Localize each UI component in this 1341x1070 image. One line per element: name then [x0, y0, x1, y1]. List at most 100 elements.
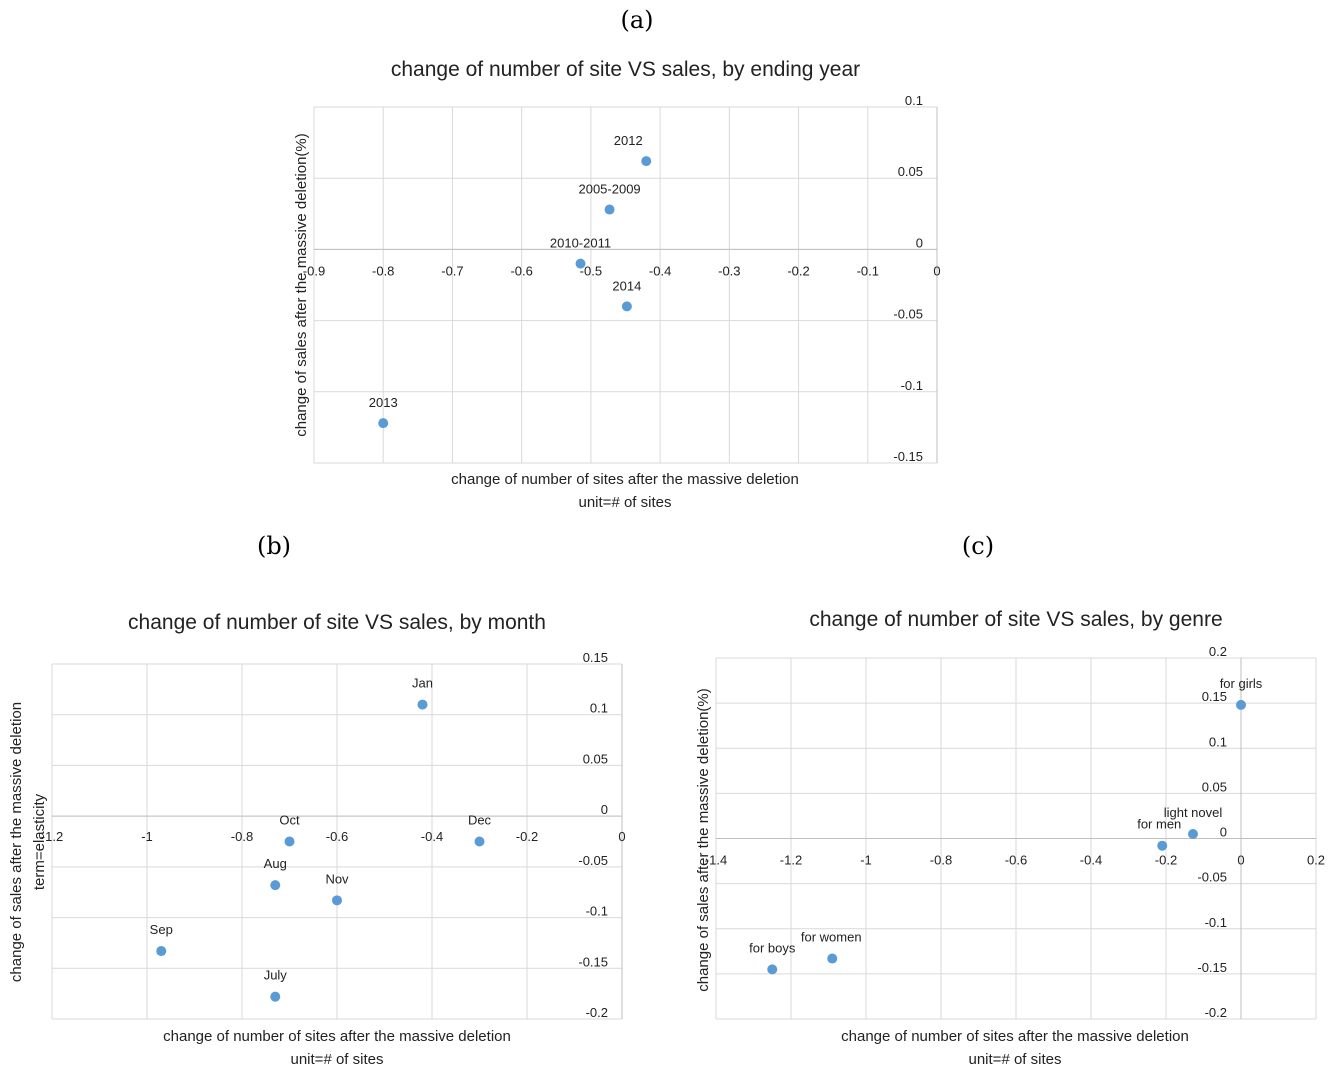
- chart-by-month-xlabel-1: unit=# of sites: [291, 1051, 384, 1068]
- chart-ending-year-point-label-1: 2005-2009: [578, 182, 640, 197]
- chart-by-month-point-1: [474, 836, 485, 847]
- chart-by-genre-xlabel-0: change of number of sites after the mass…: [841, 1028, 1189, 1045]
- chart-ending-year-point-label-0: 2012: [614, 133, 643, 148]
- chart-by-genre-point-3: [827, 953, 838, 964]
- chart-by-month-point-6: [270, 991, 281, 1002]
- chart-by-month-ytick-label-1: 0.1: [590, 701, 608, 716]
- chart-by-month-xtick-label-0: -1.2: [41, 829, 63, 844]
- chart-ending-year-xlabel-1: unit=# of sites: [579, 494, 672, 511]
- chart-ending-year-xtick-label-8: -0.1: [857, 263, 879, 278]
- panel-label-c: (c): [961, 532, 995, 560]
- chart-by-genre-xtick-label-6: -0.2: [1155, 853, 1177, 868]
- chart-ending-year-ytick-label-4: -0.1: [901, 378, 923, 393]
- chart-by-genre-point-label-0: for girls: [1220, 676, 1263, 691]
- chart-by-genre-point-2: [1157, 840, 1168, 851]
- chart-by-genre-xtick-label-1: -1.2: [780, 853, 802, 868]
- chart-by-genre-ytick-label-6: -0.1: [1205, 915, 1227, 930]
- chart-ending-year-xtick-label-4: -0.5: [580, 263, 602, 278]
- chart-ending-year-point-4: [378, 418, 389, 429]
- chart-by-genre-ytick-label-5: -0.05: [1197, 870, 1227, 885]
- chart-by-month-point-label-1: Dec: [468, 813, 492, 828]
- chart-by-month-ytick-label-0: 0.15: [583, 650, 608, 665]
- chart-by-month-xtick-label-3: -0.6: [326, 829, 348, 844]
- chart-by-genre-xtick-label-5: -0.4: [1080, 853, 1102, 868]
- chart-by-month-point-label-6: July: [264, 968, 288, 983]
- chart-ending-year-ytick-label-3: -0.05: [893, 307, 923, 322]
- chart-by-month-ytick-label-4: -0.05: [578, 853, 608, 868]
- chart-by-month-ytick-label-5: -0.1: [586, 904, 608, 919]
- chart-ending-year-point-0: [641, 156, 652, 167]
- chart-by-month-title: change of number of site VS sales, by mo…: [128, 611, 546, 634]
- chart-by-genre-ytick-label-2: 0.1: [1209, 734, 1227, 749]
- chart-by-genre-ytick-label-7: -0.15: [1197, 960, 1227, 975]
- chart-by-month-xtick-label-4: -0.4: [421, 829, 443, 844]
- chart-by-month-xlabel-0: change of number of sites after the mass…: [163, 1028, 511, 1045]
- chart-by-month-ylabel-0: change of sales after the massive deleti…: [8, 702, 25, 982]
- chart-by-month-xtick-label-6: 0: [618, 829, 625, 844]
- chart-ending-year-xtick-label-0: -0.9: [303, 263, 325, 278]
- chart-ending-year-xtick-label-3: -0.6: [510, 263, 532, 278]
- chart-ending-year-ytick-label-0: 0.1: [905, 93, 923, 108]
- chart-by-month-xtick-label-1: -1: [141, 829, 153, 844]
- chart-ending-year-ytick-label-5: -0.15: [893, 449, 923, 464]
- chart-by-genre-ytick-label-0: 0.2: [1209, 644, 1227, 659]
- chart-by-genre-ylabel-0: change of sales after the massive deleti…: [695, 688, 712, 992]
- chart-by-month-point-0: [417, 699, 428, 710]
- chart-ending-year-point-3: [621, 301, 632, 312]
- chart-by-genre-point-0: [1236, 699, 1246, 710]
- chart-by-month-ytick-label-2: 0.05: [583, 751, 608, 766]
- chart-by-genre-title: change of number of site VS sales, by ge…: [809, 608, 1222, 631]
- chart-by-genre-xtick-label-7: 0: [1237, 853, 1244, 868]
- panel-label-b: (b): [256, 532, 292, 560]
- chart-by-month-point-label-5: Sep: [150, 922, 173, 937]
- chart-ending-year-xlabel-0: change of number of sites after the mass…: [451, 471, 799, 488]
- chart-by-month-ytick-label-3: 0: [601, 802, 608, 817]
- chart-by-month-point-2: [284, 836, 295, 847]
- chart-ending-year-xtick-label-7: -0.2: [787, 263, 809, 278]
- chart-by-genre-point-1: [1188, 828, 1198, 839]
- chart-ending-year-point-label-2: 2010-2011: [550, 236, 611, 251]
- chart-by-genre-ytick-label-8: -0.2: [1205, 1005, 1227, 1020]
- chart-by-genre-xtick-label-8: 0.2: [1307, 853, 1325, 868]
- chart-by-genre-ytick-label-1: 0.15: [1202, 689, 1227, 704]
- chart-by-genre-xlabel-1: unit=# of sites: [969, 1051, 1062, 1068]
- chart-ending-year-ytick-label-1: 0.05: [898, 164, 923, 179]
- chart-by-month-point-label-2: Oct: [279, 813, 300, 828]
- chart-ending-year-point-2: [575, 258, 586, 269]
- chart-by-month-point-4: [332, 895, 342, 906]
- chart-by-genre-xtick-label-2: -1: [860, 853, 872, 868]
- chart-ending-year-point-label-3: 2014: [612, 278, 641, 293]
- chart-by-genre-ytick-label-4: 0: [1220, 825, 1227, 840]
- chart-by-month-ytick-label-6: -0.15: [578, 954, 608, 969]
- panel-label-a: (a): [620, 6, 654, 34]
- chart-by-month-point-3: [270, 880, 281, 891]
- chart-ending-year-xtick-label-1: -0.8: [372, 263, 394, 278]
- chart-by-month-xtick-label-2: -0.8: [231, 829, 253, 844]
- chart-by-genre-point-label-2: for men: [1137, 817, 1181, 832]
- chart-by-month-point-label-4: Nov: [325, 871, 349, 886]
- chart-ending-year-xtick-label-2: -0.7: [441, 263, 463, 278]
- chart-ending-year-xtick-label-6: -0.3: [718, 263, 740, 278]
- chart-ending-year-ylabel-0: change of sales after the massive deleti…: [293, 133, 310, 437]
- chart-by-genre-point-label-4: for boys: [749, 940, 796, 955]
- chart-by-month-ylabel-1: term=elasticity: [31, 793, 48, 890]
- chart-by-genre-ytick-label-3: 0.05: [1202, 779, 1227, 794]
- chart-ending-year-title: change of number of site VS sales, by en…: [391, 58, 860, 81]
- chart-by-genre-point-4: [767, 964, 778, 975]
- chart-by-genre-xtick-label-3: -0.8: [930, 853, 952, 868]
- chart-by-month-point-label-3: Aug: [264, 856, 287, 871]
- chart-by-genre-point-label-1: light novel: [1164, 805, 1223, 820]
- chart-by-month-point-5: [156, 946, 167, 957]
- chart-by-genre-point-label-3: for women: [801, 930, 862, 945]
- chart-by-genre-xtick-label-0: -1.4: [705, 853, 727, 868]
- chart-ending-year-ytick-label-2: 0: [916, 235, 923, 250]
- chart-by-month-point-label-0: Jan: [412, 676, 433, 691]
- chart-by-month-xtick-label-5: -0.2: [516, 829, 538, 844]
- chart-ending-year-point-label-4: 2013: [369, 395, 398, 410]
- chart-by-genre-xtick-label-4: -0.6: [1005, 853, 1027, 868]
- chart-ending-year-xtick-label-9: 0: [933, 263, 940, 278]
- chart-ending-year-xtick-label-5: -0.4: [649, 263, 671, 278]
- chart-ending-year-point-1: [604, 204, 615, 215]
- chart-by-month-ytick-label-7: -0.2: [586, 1005, 608, 1020]
